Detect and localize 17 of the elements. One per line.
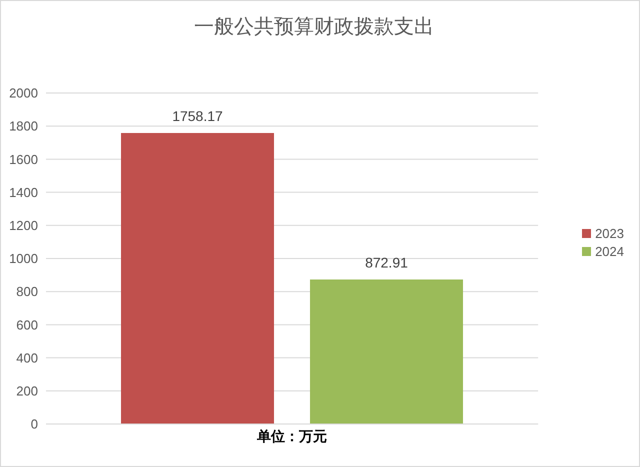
y-tick-label: 200 (16, 384, 38, 399)
y-tick-label: 600 (16, 317, 38, 332)
legend-label: 2023 (595, 226, 624, 241)
y-tick-label: 400 (16, 350, 38, 366)
y-tick-label: 0 (30, 416, 38, 432)
data-label: 1758.17 (172, 108, 224, 124)
y-tick-label: 1000 (9, 251, 38, 266)
y-tick-label: 2000 (9, 86, 38, 101)
legend-label: 2024 (595, 244, 624, 259)
x-axis-title: 单位：万元 (256, 428, 328, 444)
chart-title: 一般公共预算财政拨款支出 (193, 15, 435, 40)
y-tick-label: 1800 (9, 118, 38, 134)
data-label: 872.91 (365, 254, 408, 271)
y-tick-label: 1600 (9, 152, 38, 167)
y-tick-label: 1400 (9, 184, 38, 200)
y-tick-label: 1200 (9, 218, 38, 234)
y-tick-label: 800 (16, 284, 38, 300)
